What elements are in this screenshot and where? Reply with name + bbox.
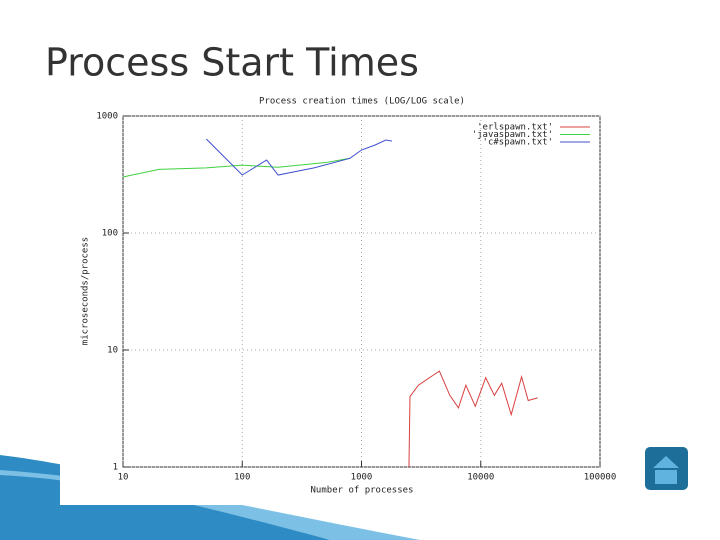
x-axis-label: Number of processes bbox=[311, 486, 414, 496]
y-tick-label: 1000 bbox=[96, 112, 118, 122]
x-tick-label: 10 bbox=[118, 473, 129, 483]
series-line bbox=[205, 138, 393, 176]
x-tick-label: 1000 bbox=[351, 473, 373, 483]
legend-label: 'erlspawn.txt' bbox=[477, 123, 553, 133]
slide-title: Process Start Times bbox=[45, 41, 419, 85]
x-tick-label: 100 bbox=[234, 473, 250, 483]
chart-image bbox=[60, 95, 616, 505]
legend-label: 'javaspawn.txt' bbox=[472, 130, 553, 140]
series-line bbox=[408, 370, 538, 468]
y-tick-label: 100 bbox=[102, 229, 118, 239]
chart-title: Process creation times (LOG/LOG scale) bbox=[259, 97, 465, 107]
x-tick-label: 100000 bbox=[584, 473, 617, 483]
y-tick-label: 1 bbox=[113, 463, 118, 473]
series-line bbox=[122, 157, 351, 178]
y-tick-label: 10 bbox=[107, 346, 118, 356]
y-axis-label: microseconds/process bbox=[81, 237, 91, 345]
legend-label: 'c#spawn.txt' bbox=[483, 138, 553, 148]
nav-icon bbox=[653, 456, 679, 484]
x-tick-label: 10000 bbox=[467, 473, 494, 483]
